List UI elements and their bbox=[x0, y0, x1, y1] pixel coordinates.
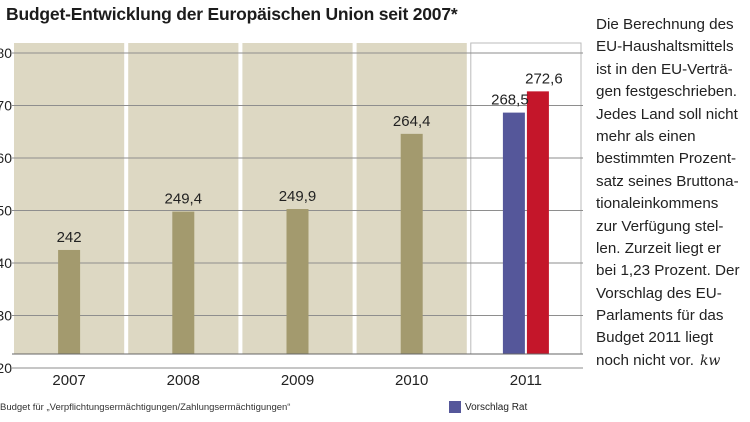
chart-legend: Vorschlag Rat bbox=[449, 401, 527, 413]
bar bbox=[58, 249, 81, 354]
side-text-line: Budget 2011 liegt bbox=[596, 329, 714, 347]
side-text-line: Jedes Land soll nicht bbox=[596, 105, 738, 123]
legend-swatch bbox=[449, 401, 461, 413]
side-text-line: bei 1,23 Prozent. Der bbox=[596, 262, 740, 280]
side-text-line: bestimmten Prozent- bbox=[596, 150, 737, 168]
legend-label: Vorschlag Rat bbox=[465, 401, 528, 413]
x-tick-label: 2009 bbox=[281, 372, 314, 389]
bar bbox=[172, 211, 195, 354]
bar-value-label: 249,9 bbox=[279, 188, 317, 205]
side-text-line: noch nicht vor. kw bbox=[596, 351, 721, 369]
y-tick-label: 260 bbox=[0, 150, 12, 166]
bar bbox=[526, 91, 549, 355]
side-text-line: ist in den EU-Verträ- bbox=[596, 60, 733, 78]
side-text-line: tionaleinkommens bbox=[596, 195, 719, 213]
y-tick-label: 220 bbox=[0, 360, 12, 376]
x-tick-label: 2008 bbox=[167, 372, 200, 389]
y-tick-label: 280 bbox=[0, 45, 12, 61]
bar-value-label: 268,5 bbox=[491, 92, 529, 109]
bar-value-label: 242 bbox=[57, 229, 82, 246]
bar bbox=[502, 112, 525, 354]
column-background bbox=[470, 42, 582, 355]
side-text-line: Die Berechnung des bbox=[596, 16, 734, 33]
side-text-line: gen festgeschrieben. bbox=[596, 83, 738, 101]
x-tick-label: 2007 bbox=[52, 372, 85, 389]
side-text-line: Parlaments für das bbox=[596, 307, 724, 325]
bar-value-label: 264,4 bbox=[393, 113, 431, 130]
bar-chart: 280 270 260 250 240 230 220 242 2007 249,4 2008 249… bbox=[0, 42, 583, 389]
side-text-line: satz seines Bruttona- bbox=[596, 172, 739, 190]
x-tick-label: 2010 bbox=[395, 372, 428, 389]
side-text-line: mehr als einen bbox=[596, 127, 696, 145]
y-tick-label: 240 bbox=[0, 255, 12, 271]
bar-value-label: 272,6 bbox=[525, 70, 563, 87]
side-text-line: EU-Haushaltsmittels bbox=[596, 38, 734, 56]
side-text: Die Berechnung des EU-Haushaltsmittels ist… bbox=[596, 14, 750, 372]
y-tick-label: 250 bbox=[0, 203, 12, 219]
chart-title: Budget-Entwicklung der Europäischen Unio… bbox=[6, 4, 458, 24]
y-tick-label: 230 bbox=[0, 308, 12, 324]
y-tick-label: 270 bbox=[0, 98, 12, 114]
side-text-line: len. Zurzeit liegt er bbox=[596, 239, 721, 257]
chart-footnote: Budget für „Verpflichtungsermächtigungen… bbox=[0, 402, 291, 413]
author-signature: kw bbox=[699, 352, 721, 369]
bar bbox=[286, 209, 309, 354]
side-text-line: zur Verfügung stel- bbox=[596, 217, 724, 235]
side-text-line: Vorschlag des EU- bbox=[596, 284, 722, 302]
x-tick-label: 2011 bbox=[510, 372, 542, 389]
bar bbox=[400, 133, 423, 354]
bar-value-label: 249,4 bbox=[165, 191, 203, 208]
